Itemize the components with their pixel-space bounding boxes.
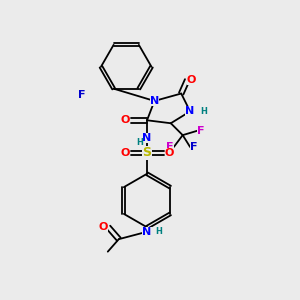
Text: N: N xyxy=(150,96,159,106)
Text: O: O xyxy=(98,222,108,232)
Text: F: F xyxy=(167,142,174,152)
Text: F: F xyxy=(197,126,205,136)
Text: N: N xyxy=(142,227,152,237)
Text: O: O xyxy=(187,75,196,85)
Text: H: H xyxy=(155,227,162,236)
Text: H: H xyxy=(136,138,143,147)
Text: F: F xyxy=(78,90,85,100)
Text: O: O xyxy=(121,148,130,158)
Text: O: O xyxy=(121,115,130,125)
Text: N: N xyxy=(185,106,195,116)
Text: H: H xyxy=(200,107,207,116)
Text: N: N xyxy=(142,133,152,143)
Text: S: S xyxy=(142,146,152,160)
Text: F: F xyxy=(190,142,197,152)
Text: O: O xyxy=(165,148,174,158)
